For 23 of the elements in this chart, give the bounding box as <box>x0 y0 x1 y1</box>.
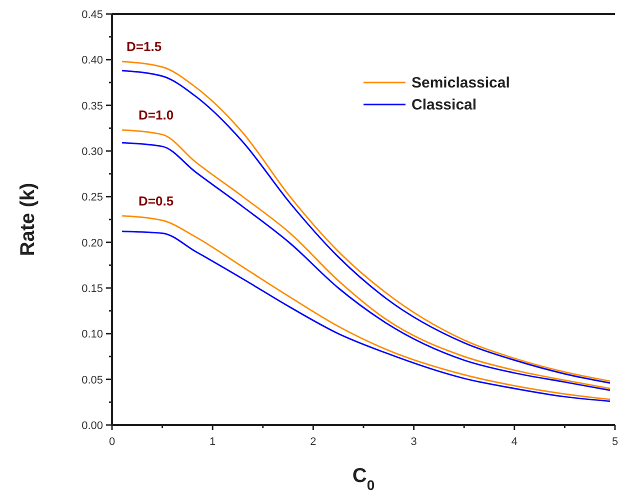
annotation: D=1.5 <box>126 38 162 54</box>
annotation: D=0.5 <box>138 193 174 208</box>
y-tick-label: 0.30 <box>82 146 103 158</box>
legend-label: Semiclassical <box>412 74 510 92</box>
y-tick-label: 0.25 <box>82 192 103 204</box>
y-tick-label: 0.05 <box>82 374 103 386</box>
x-axis-title: C$_{0}$ <box>352 465 375 493</box>
y-tick-label: 0.40 <box>82 54 103 67</box>
x-tick-label: 5 <box>612 436 618 448</box>
y-tick-label: 0.00 <box>82 420 103 432</box>
y-tick-label: 0.15 <box>82 283 103 295</box>
y-tick-label: 0.35 <box>82 100 103 112</box>
legend-label: Classical <box>412 96 477 114</box>
y-tick-label: 0.45 <box>82 9 103 21</box>
x-tick-label: 1 <box>210 436 216 448</box>
x-tick-label: 3 <box>410 436 417 448</box>
annotation: D=1.0 <box>138 107 174 122</box>
y-tick-label: 0.10 <box>82 328 103 341</box>
x-tick-label: 0 <box>108 436 116 448</box>
y-axis-title: Rate (k) <box>17 182 39 256</box>
x-tick-label: 4 <box>511 436 518 448</box>
x-tick-label: 2 <box>310 436 316 448</box>
y-tick-label: 0.20 <box>82 237 103 250</box>
